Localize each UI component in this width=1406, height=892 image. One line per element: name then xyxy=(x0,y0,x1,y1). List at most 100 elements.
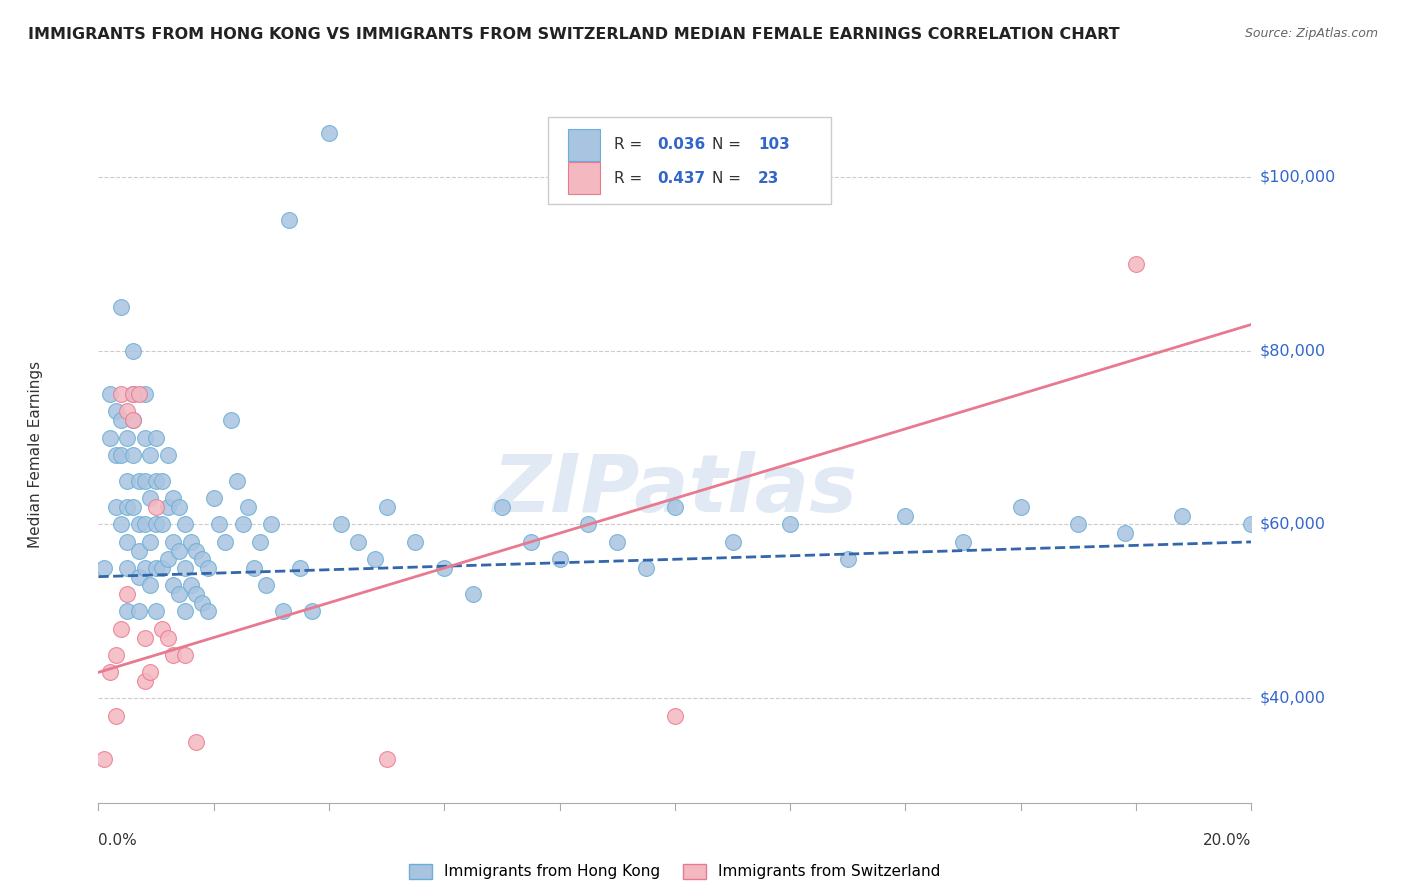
Point xyxy=(117,535,138,549)
Point xyxy=(104,648,127,662)
Point xyxy=(104,708,127,723)
Point xyxy=(110,517,132,532)
FancyBboxPatch shape xyxy=(548,118,831,204)
Point xyxy=(162,491,184,506)
Point xyxy=(145,561,167,575)
Point xyxy=(156,552,179,566)
Point xyxy=(98,387,121,401)
Point xyxy=(180,535,202,549)
Point xyxy=(162,535,184,549)
Point xyxy=(98,665,121,680)
Point xyxy=(238,500,260,515)
Point xyxy=(145,431,167,445)
Point xyxy=(150,561,173,575)
Point xyxy=(405,535,427,549)
Point xyxy=(1067,517,1090,532)
Point xyxy=(1171,508,1194,523)
Point xyxy=(117,474,138,488)
Point xyxy=(150,517,173,532)
Point xyxy=(346,535,368,549)
Point xyxy=(117,587,138,601)
Point xyxy=(145,474,167,488)
Point xyxy=(128,605,150,619)
Point xyxy=(606,535,628,549)
Point xyxy=(174,561,197,575)
Point xyxy=(139,665,162,680)
Point xyxy=(1125,257,1147,271)
Text: 103: 103 xyxy=(758,137,790,153)
Text: N =: N = xyxy=(711,170,741,186)
Text: IMMIGRANTS FROM HONG KONG VS IMMIGRANTS FROM SWITZERLAND MEDIAN FEMALE EARNINGS : IMMIGRANTS FROM HONG KONG VS IMMIGRANTS … xyxy=(28,27,1119,42)
Point xyxy=(837,552,859,566)
Text: $40,000: $40,000 xyxy=(1260,691,1326,706)
Point xyxy=(491,500,513,515)
Point xyxy=(93,561,115,575)
Point xyxy=(156,448,179,462)
Point xyxy=(636,561,658,575)
Point xyxy=(110,448,132,462)
Point xyxy=(122,387,145,401)
Point xyxy=(174,648,197,662)
Point xyxy=(167,500,190,515)
Point xyxy=(1240,517,1263,532)
Point xyxy=(214,535,236,549)
Point xyxy=(139,448,162,462)
Point xyxy=(578,517,600,532)
Point xyxy=(122,500,145,515)
Point xyxy=(128,517,150,532)
Point xyxy=(139,578,162,592)
Point xyxy=(186,543,208,558)
Text: 0.0%: 0.0% xyxy=(98,833,138,848)
Point xyxy=(167,543,190,558)
Legend: Immigrants from Hong Kong, Immigrants from Switzerland: Immigrants from Hong Kong, Immigrants fr… xyxy=(404,857,946,886)
Point xyxy=(145,500,167,515)
FancyBboxPatch shape xyxy=(568,162,600,194)
Point xyxy=(952,535,974,549)
Point xyxy=(128,387,150,401)
Point xyxy=(225,474,247,488)
Point xyxy=(110,413,132,427)
Point xyxy=(117,500,138,515)
Point xyxy=(104,404,127,418)
Text: R =: R = xyxy=(614,170,643,186)
Point xyxy=(433,561,456,575)
Point xyxy=(197,561,219,575)
Point xyxy=(260,517,283,532)
Point xyxy=(150,622,173,636)
Point xyxy=(110,387,132,401)
Point xyxy=(117,404,138,418)
Point xyxy=(122,387,145,401)
Text: $60,000: $60,000 xyxy=(1260,517,1326,532)
Point xyxy=(219,413,242,427)
Point xyxy=(162,648,184,662)
Point xyxy=(329,517,352,532)
Text: 0.036: 0.036 xyxy=(658,137,706,153)
Point xyxy=(191,596,214,610)
Point xyxy=(93,752,115,766)
Point xyxy=(231,517,254,532)
FancyBboxPatch shape xyxy=(568,128,600,161)
Point xyxy=(548,552,571,566)
Point xyxy=(110,622,132,636)
Point xyxy=(122,413,145,427)
Point xyxy=(301,605,323,619)
Point xyxy=(145,517,167,532)
Point xyxy=(122,343,145,358)
Text: N =: N = xyxy=(711,137,741,153)
Point xyxy=(375,500,398,515)
Point xyxy=(271,605,294,619)
Point xyxy=(197,605,219,619)
Point xyxy=(721,535,744,549)
Point xyxy=(174,517,197,532)
Point xyxy=(134,431,156,445)
Point xyxy=(520,535,543,549)
Point xyxy=(122,413,145,427)
Point xyxy=(122,448,145,462)
Point xyxy=(167,587,190,601)
Point xyxy=(364,552,387,566)
Point xyxy=(1010,500,1032,515)
Point xyxy=(174,605,197,619)
Point xyxy=(186,735,208,749)
Point xyxy=(139,491,162,506)
Point xyxy=(180,578,202,592)
